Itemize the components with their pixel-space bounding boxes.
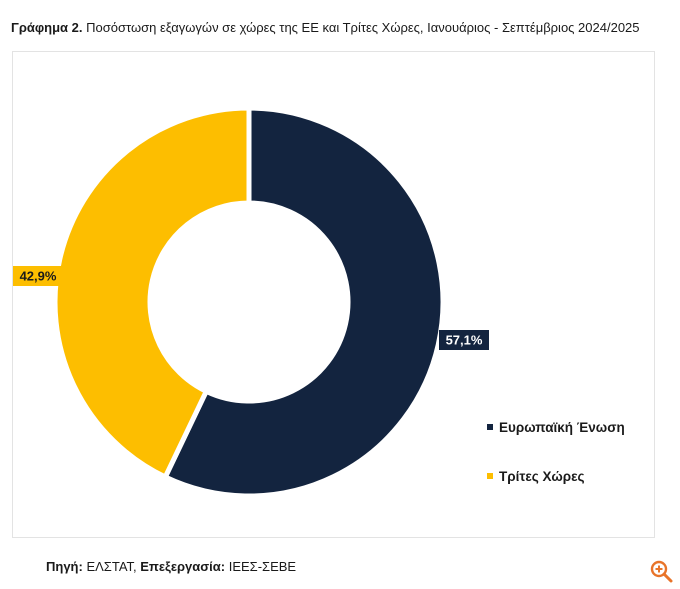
processing-label: Επεξεργασία: [140, 559, 226, 574]
chart-area: 57,1% 42,9% Ευρωπαϊκή Ένωση Τρίτες Χώρες [12, 51, 655, 538]
data-label-1: 42,9% [13, 266, 63, 286]
zoom-in-icon[interactable] [648, 558, 674, 584]
source-label: Πηγή: [46, 559, 83, 574]
source-note: Πηγή: ΕΛΣΤΑΤ, Επεξεργασία: ΙΕΕΣ-ΣΕΒΕ [46, 559, 296, 574]
svg-text:42,9%: 42,9% [20, 269, 57, 284]
zoom-in-button[interactable] [648, 558, 674, 584]
source-value: ΕΛΣΤΑΤ, [82, 559, 141, 574]
svg-text:57,1%: 57,1% [446, 333, 483, 348]
legend-item-1: Τρίτες Χώρες [487, 469, 585, 484]
chart-title: Γράφημα 2. Ποσόστωση εξαγωγών σε χώρες τ… [11, 20, 640, 35]
processing-value: ΙΕΕΣ-ΣΕΒΕ [225, 559, 297, 574]
donut-slice-1 [52, 105, 252, 481]
donut-slice-0 [161, 105, 446, 499]
legend-item-0: Ευρωπαϊκή Ένωση [487, 420, 625, 435]
donut-chart: 57,1% 42,9% Ευρωπαϊκή Ένωση Τρίτες Χώρες [13, 105, 625, 499]
legend-label: Ευρωπαϊκή Ένωση [499, 420, 625, 435]
legend-swatch [487, 473, 493, 479]
chart-title-prefix: Γράφημα 2. [11, 20, 83, 35]
legend-label: Τρίτες Χώρες [499, 469, 585, 484]
data-label-0: 57,1% [439, 330, 489, 350]
legend-swatch [487, 424, 493, 430]
chart-title-text: Ποσόστωση εξαγωγών σε χώρες της ΕΕ και Τ… [86, 20, 640, 35]
